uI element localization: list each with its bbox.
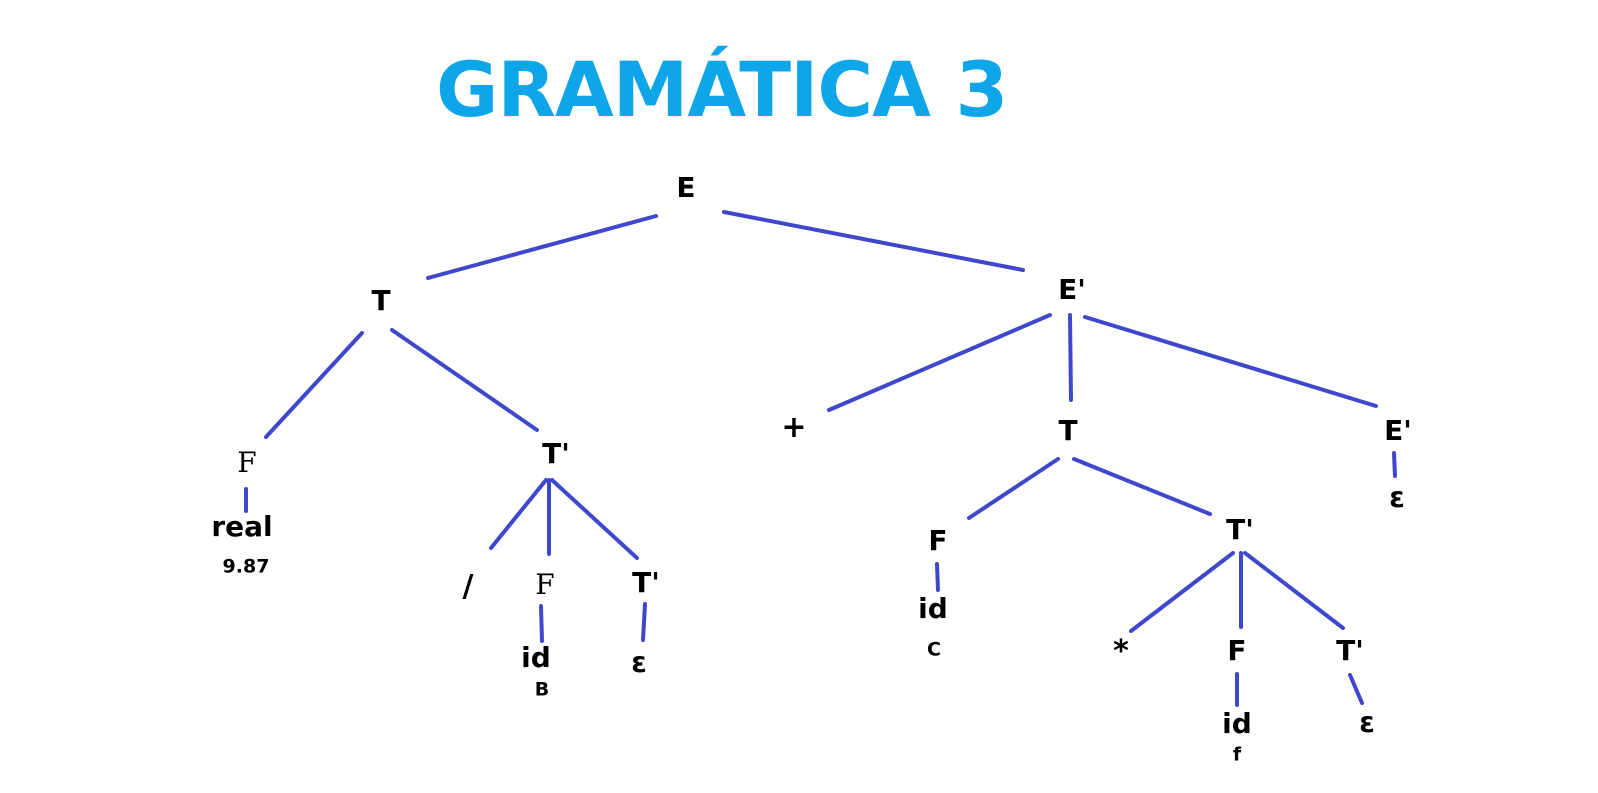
node-F-right: F (928, 524, 948, 557)
edge-E_prime_2-to-eps2 (1392, 451, 1397, 478)
edge-T_prime_4-to-eps3 (1348, 673, 1364, 705)
edge-root_E-to-T1 (426, 214, 658, 280)
node-T-left: T (371, 284, 391, 317)
edge-T_prime_3-to-star (1129, 551, 1235, 633)
node-T-right: T (1058, 414, 1078, 447)
node-epsilon-right-top: ε (1389, 481, 1405, 514)
edge-T_prime_1-to-slash (489, 478, 548, 550)
edge-T2-to-T_prime_3 (1072, 457, 1212, 516)
lexeme-id-B-value: B (534, 678, 550, 701)
node-E-prime-right: E' (1058, 273, 1086, 306)
edge-E_prime_1-to-plus (827, 313, 1052, 412)
node-id-B: id (521, 641, 551, 674)
edge-T_prime_2-to-eps1 (641, 602, 647, 642)
lexeme-real-value: 9.87 (222, 555, 270, 578)
node-T-prime-right: T' (1226, 513, 1254, 546)
node-F-factor-right: F (1227, 634, 1247, 667)
edge-T_prime_1-to-T_prime_2 (550, 478, 639, 560)
node-epsilon-left: ε (631, 646, 647, 679)
node-id-C: id (918, 592, 948, 625)
edge-T1-to-F1 (264, 331, 364, 439)
node-T-prime-right-inner: T' (1336, 634, 1364, 667)
edge-F2-to-id1 (539, 604, 544, 643)
edge-T_prime_3-to-T_prime_4 (1243, 551, 1345, 630)
node-real: real (211, 510, 273, 543)
node-T-prime-left-inner: T' (632, 566, 660, 599)
lexeme-id-f-value: f (1232, 743, 1242, 766)
node-star-operator: * (1113, 634, 1129, 669)
edge-E_prime_1-to-T2 (1068, 313, 1073, 402)
edge-T2-to-F3 (967, 457, 1060, 520)
edge-E_prime_1-to-E_prime_2 (1083, 315, 1378, 408)
node-id-f: id (1222, 707, 1252, 740)
lexeme-id-C-value: C (927, 638, 941, 661)
node-F-left: F (237, 446, 257, 479)
node-T-prime-left: T' (542, 437, 570, 470)
node-plus-operator: + (781, 410, 807, 445)
node-E-root: E (676, 171, 696, 204)
edge-root_E-to-E_prime_1 (722, 210, 1025, 272)
node-epsilon-right-bottom: ε (1359, 706, 1375, 739)
node-slash-operator: / (462, 569, 474, 604)
edge-F3-to-id2 (935, 562, 940, 592)
node-F-divisor: F (535, 568, 555, 601)
diagram-title: GRAMÁTICA 3 (436, 45, 1008, 134)
node-E-prime-right-inner: E' (1384, 414, 1412, 447)
edge-T1-to-T_prime_1 (390, 328, 539, 432)
